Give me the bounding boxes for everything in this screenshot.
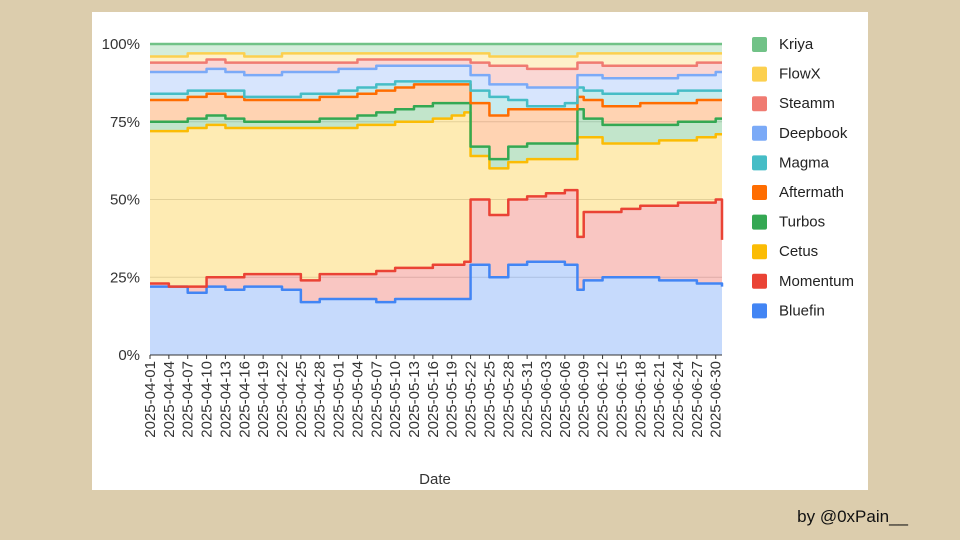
line-layer — [150, 42, 724, 304]
area-magma — [150, 81, 722, 116]
x-tick-label: 2025-06-12 — [595, 361, 612, 438]
area-bluefin — [150, 261, 722, 355]
legend-item-cetus: Cetus — [752, 243, 818, 260]
y-tick-label: 50% — [110, 192, 140, 209]
legend-label: Steamm — [779, 95, 835, 112]
area-steamm — [150, 59, 722, 88]
x-tick-label: 2025-05-10 — [387, 361, 404, 438]
line-magma — [150, 80, 722, 108]
legend-label: Deepbook — [779, 125, 848, 142]
legend-swatch — [752, 303, 767, 319]
stacked-area-chart: 0%25%50%75%100% 2025-04-01 2025-04-04 2025… — [102, 36, 854, 488]
legend-item-steamm: Steamm — [752, 95, 835, 112]
x-tick-label: 2025-05-19 — [444, 361, 461, 438]
x-tick-label: 2025-06-30 — [708, 361, 725, 438]
x-tick-label: 2025-05-01 — [331, 361, 348, 438]
legend-label: Cetus — [779, 243, 818, 260]
x-tick-label: 2025-04-19 — [255, 361, 272, 438]
y-tick-label: 0% — [118, 347, 140, 364]
x-tick-label: 2025-05-31 — [519, 361, 536, 438]
line-flowx — [150, 52, 722, 58]
x-tick-label: 2025-06-09 — [576, 361, 593, 438]
legend-label: FlowX — [779, 66, 821, 83]
x-tick-label: 2025-04-16 — [236, 361, 253, 438]
y-tick-label: 75% — [110, 114, 140, 131]
x-tick-label: 2025-04-07 — [180, 361, 197, 438]
x-tick-label: 2025-06-18 — [632, 361, 649, 438]
x-tick-label: 2025-06-27 — [689, 361, 706, 438]
x-tick-label: 2025-04-25 — [293, 361, 310, 438]
line-steamm — [150, 58, 722, 71]
legend-swatch — [752, 96, 767, 112]
x-tick-label: 2025-04-10 — [199, 361, 216, 438]
legend-item-kriya: Kriya — [752, 36, 814, 53]
x-tick-label: 2025-06-03 — [538, 361, 555, 438]
axes — [149, 354, 722, 359]
x-tick-label: 2025-04-01 — [142, 361, 159, 438]
legend: Kriya FlowX Steamm Deepbook Magma Aftermath Tu… — [752, 36, 854, 319]
x-tick-label: 2025-04-22 — [274, 361, 291, 438]
x-tick-label: 2025-05-07 — [368, 361, 385, 438]
legend-item-magma: Magma — [752, 154, 830, 171]
legend-item-deepbook: Deepbook — [752, 125, 848, 142]
line-turbos — [150, 101, 722, 161]
line-bluefin — [150, 260, 724, 304]
legend-item-bluefin: Bluefin — [752, 302, 825, 319]
x-tick-label: 2025-05-25 — [481, 361, 498, 438]
x-tick-label: 2025-04-04 — [161, 361, 178, 438]
area-aftermath — [150, 84, 722, 160]
x-tick-label: 2025-05-22 — [463, 361, 480, 438]
legend-item-turbos: Turbos — [752, 214, 825, 231]
x-tick-label: 2025-04-28 — [312, 361, 329, 438]
legend-swatch — [752, 185, 767, 200]
line-momentum — [150, 188, 724, 288]
x-tick-label: 2025-05-13 — [406, 361, 423, 438]
x-tick-label: 2025-06-24 — [670, 361, 687, 438]
y-tick-label: 100% — [102, 36, 140, 53]
area-turbos — [150, 103, 722, 169]
line-deepbook — [150, 64, 722, 89]
x-tick-label: 2025-06-15 — [613, 361, 630, 438]
chart-card: 0% 25% 50% 75% 100% 2025-04-01 2025-04-04 2025… — [92, 12, 868, 490]
legend-label: Magma — [779, 154, 830, 171]
legend-item-aftermath: Aftermath — [752, 184, 844, 201]
area-cetus — [150, 112, 722, 287]
legend-item-momentum: Momentum — [752, 273, 854, 290]
x-tick-label: 2025-05-28 — [500, 361, 517, 438]
legend-label: Aftermath — [779, 184, 844, 201]
legend-swatch — [752, 273, 767, 289]
line-aftermath — [150, 83, 722, 117]
legend-swatch — [752, 155, 767, 171]
x-tick-label: 2025-06-06 — [557, 361, 574, 438]
legend-label: Turbos — [779, 214, 825, 231]
credit-text: by @0xPain__ — [797, 507, 908, 526]
line-cetus — [150, 111, 722, 170]
legend-swatch — [752, 37, 767, 52]
legend-label: Bluefin — [779, 302, 825, 319]
x-axis-title: Date — [419, 471, 451, 488]
area-flowx — [150, 53, 722, 69]
legend-swatch — [752, 244, 767, 260]
legend-item-flowx: FlowX — [752, 66, 821, 83]
x-tick-labels: 2025-04-01 2025-04-04 2025-04-07 2025-04-10… — [142, 361, 725, 438]
legend-swatch — [752, 125, 767, 141]
legend-label: Momentum — [779, 273, 854, 290]
legend-label: Kriya — [779, 36, 814, 53]
x-tick-label: 2025-04-13 — [217, 361, 234, 438]
x-tick-label: 2025-05-04 — [349, 361, 366, 438]
x-tick-label: 2025-06-21 — [651, 361, 668, 438]
legend-swatch — [752, 214, 767, 230]
y-tick-labels: 0% 25% 50% 75% 100% — [102, 36, 140, 364]
legend-swatch — [752, 66, 767, 82]
y-tick-label: 25% — [110, 269, 140, 286]
x-tick-label: 2025-05-16 — [425, 361, 442, 438]
